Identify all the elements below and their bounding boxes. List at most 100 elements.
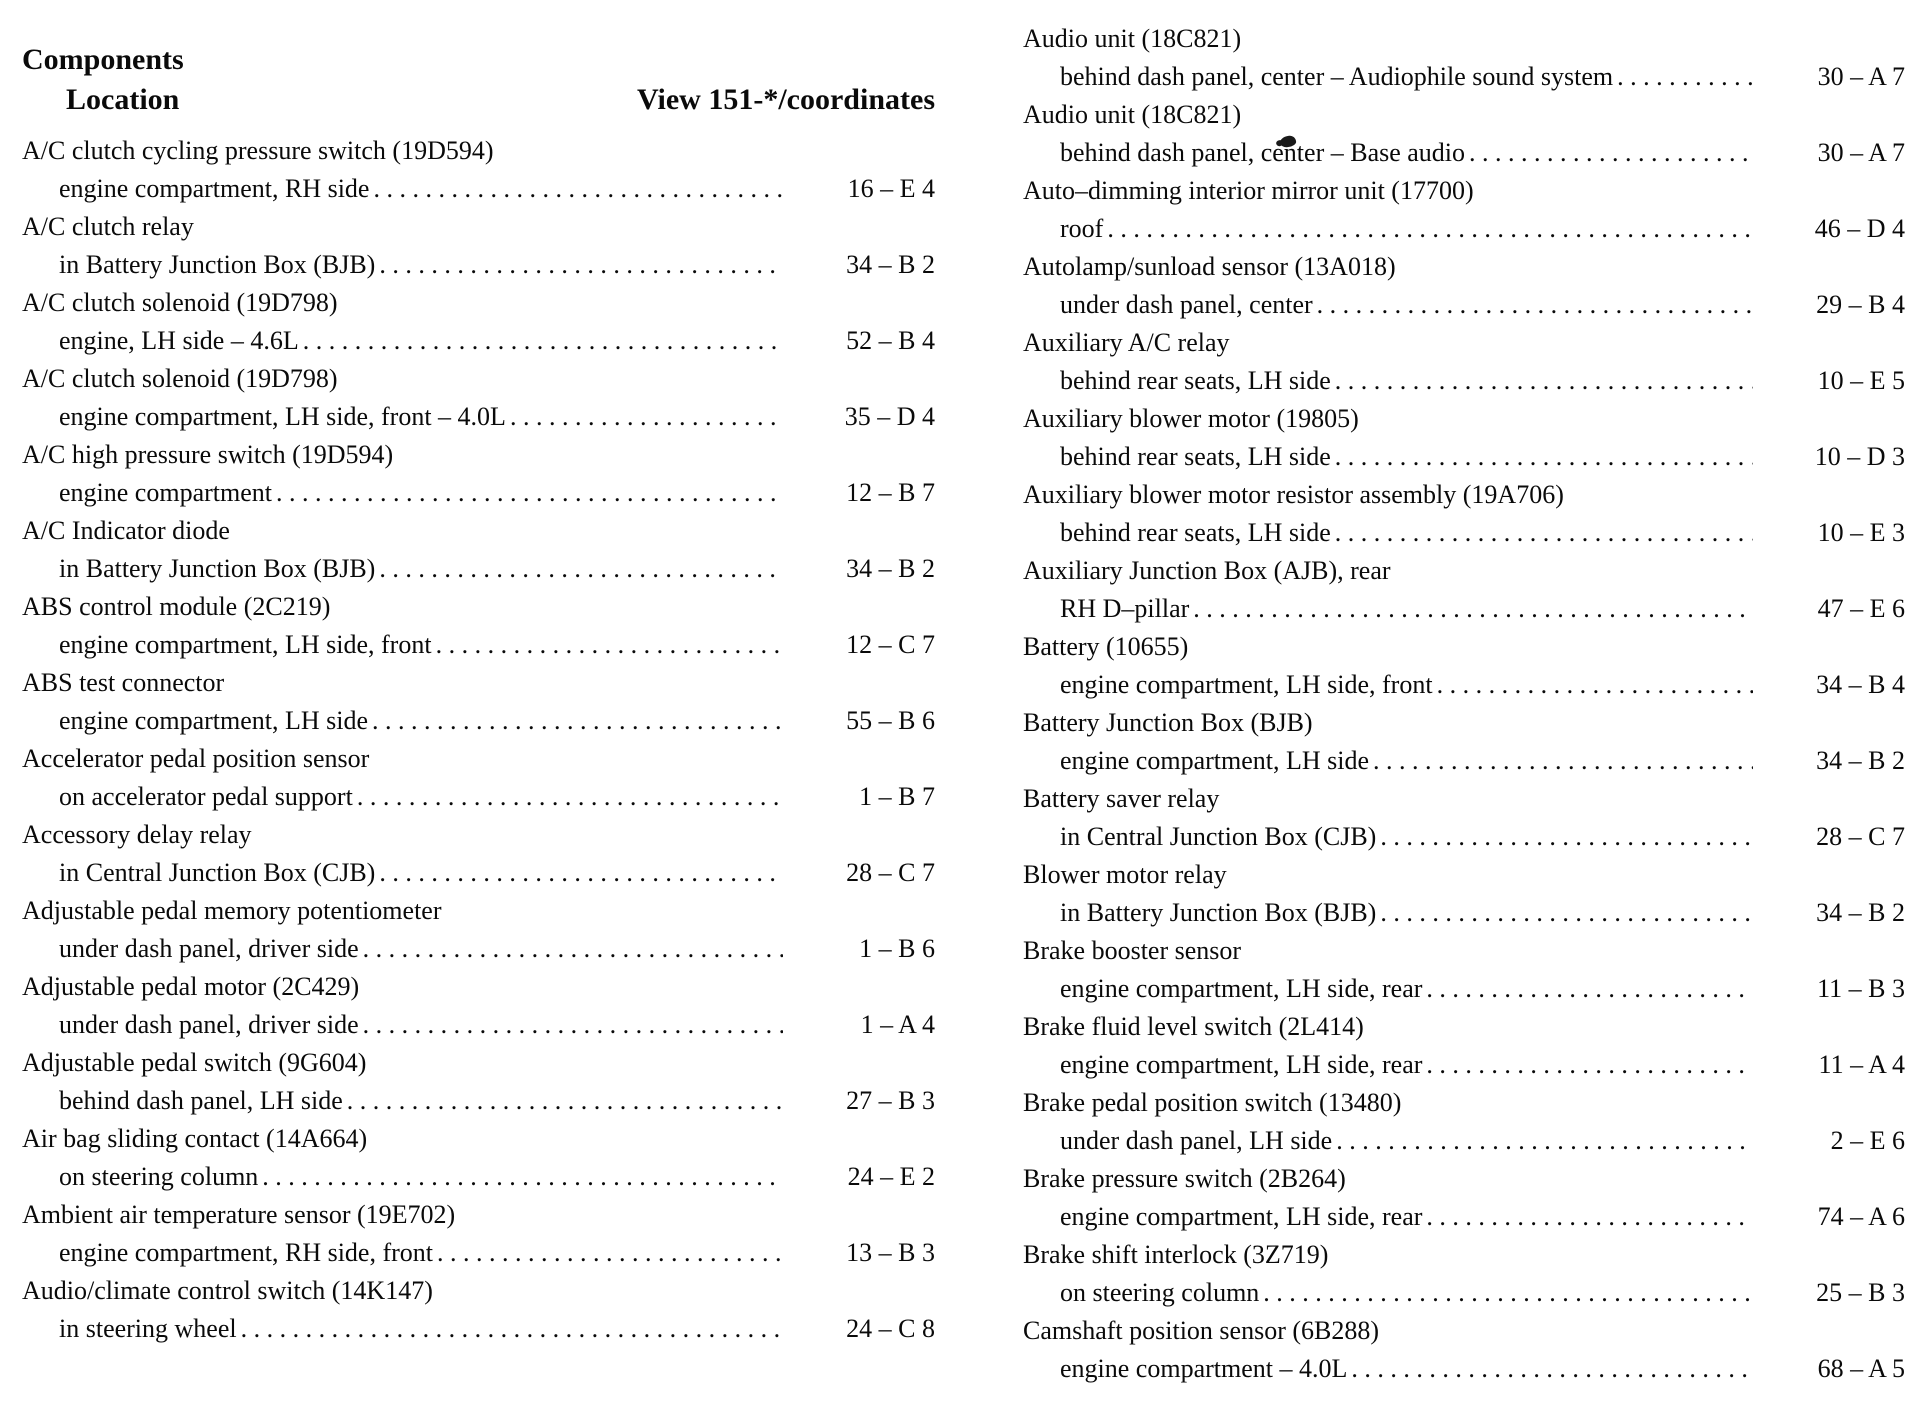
component-name: Adjustable pedal switch (9G604) <box>22 1048 367 1077</box>
component-coordinate: 46 – D 4 <box>1814 214 1905 243</box>
component-name: Auxiliary Junction Box (AJB), rear <box>1023 556 1391 585</box>
component-name: Brake pressure switch (2B264) <box>1023 1164 1346 1193</box>
component-location: engine compartment, LH side <box>1060 746 1370 775</box>
dot-leader <box>1380 894 1753 932</box>
left-entries-list: A/C clutch cycling pressure switch (19D5… <box>22 132 935 1348</box>
component-entry: ABS control module (2C219) engine compar… <box>22 588 935 664</box>
component-location-row: roof 46 – D 4 <box>1023 210 1905 248</box>
dot-leader <box>379 550 783 588</box>
column-headings-row: Location View 151-*/coordinates <box>22 80 935 120</box>
component-entry: Audio unit (18C821) behind dash panel, c… <box>1023 96 1905 172</box>
component-entry: Audio/climate control switch (14K147) in… <box>22 1272 935 1348</box>
component-location: engine compartment, LH side <box>59 706 369 735</box>
dot-leader <box>303 322 783 360</box>
component-coordinate: 68 – A 5 <box>1817 1354 1905 1383</box>
dot-leader <box>276 474 783 512</box>
component-entry: Autolamp/sunload sensor (13A018) under d… <box>1023 248 1905 324</box>
component-name: Adjustable pedal memory potentiometer <box>22 896 442 925</box>
component-location: in Battery Junction Box (BJB) <box>59 250 376 279</box>
component-entry: Brake pedal position switch (13480) unde… <box>1023 1084 1905 1160</box>
component-entry: Battery (10655) engine compartment, LH s… <box>1023 628 1905 704</box>
component-name: A/C clutch relay <box>22 212 194 241</box>
component-location-row: engine compartment, LH side, rear 74 – A… <box>1023 1198 1905 1236</box>
component-coordinate: 34 – B 2 <box>846 250 935 279</box>
component-location-row: engine compartment 12 – B 7 <box>22 474 935 512</box>
component-coordinate: 55 – B 6 <box>846 706 935 735</box>
component-name: Blower motor relay <box>1023 860 1227 889</box>
component-location: in Battery Junction Box (BJB) <box>59 554 376 583</box>
dot-leader <box>379 854 783 892</box>
component-coordinate: 27 – B 3 <box>846 1086 935 1115</box>
component-entry: A/C clutch solenoid (19D798) engine, LH … <box>22 284 935 360</box>
component-location: engine compartment, LH side, front <box>59 630 432 659</box>
component-name: Ambient air temperature sensor (19E702) <box>22 1200 456 1229</box>
dot-leader <box>1469 134 1753 172</box>
component-coordinate: 25 – B 3 <box>1816 1278 1905 1307</box>
component-entry: Auxiliary blower motor resistor assembly… <box>1023 476 1905 552</box>
dot-leader <box>1335 514 1753 552</box>
dot-leader <box>1617 58 1753 96</box>
component-name: Auxiliary A/C relay <box>1023 328 1230 357</box>
component-coordinate: 34 – B 2 <box>1816 746 1905 775</box>
component-location-row: under dash panel, LH side 2 – E 6 <box>1023 1122 1905 1160</box>
dot-leader <box>363 1006 783 1044</box>
dot-leader <box>1317 286 1753 324</box>
component-location: engine compartment, LH side, front <box>1060 670 1433 699</box>
component-location: engine compartment, RH side, front <box>59 1238 434 1267</box>
component-coordinate: 1 – B 6 <box>859 934 935 963</box>
component-name: Audio unit (18C821) <box>1023 100 1242 129</box>
dot-leader <box>1336 1122 1753 1160</box>
component-location: behind dash panel, center – Audiophile s… <box>1060 62 1614 91</box>
component-entry: A/C clutch solenoid (19D798) engine comp… <box>22 360 935 436</box>
dot-leader <box>1426 970 1753 1008</box>
component-entry: Accessory delay relay in Central Junctio… <box>22 816 935 892</box>
component-name: Autolamp/sunload sensor (13A018) <box>1023 252 1396 281</box>
component-location-row: RH D–pillar 47 – E 6 <box>1023 590 1905 628</box>
component-name: Air bag sliding contact (14A664) <box>22 1124 368 1153</box>
component-coordinate: 12 – C 7 <box>846 630 935 659</box>
component-coordinate: 47 – E 6 <box>1817 594 1905 623</box>
dot-leader <box>1107 210 1753 248</box>
component-entry: ABS test connector engine compartment, L… <box>22 664 935 740</box>
component-coordinate: 10 – E 5 <box>1817 366 1905 395</box>
component-coordinate: 11 – B 3 <box>1817 974 1905 1003</box>
component-location: engine compartment, LH side, front – 4.0… <box>59 402 506 431</box>
component-name: Brake pedal position switch (13480) <box>1023 1088 1402 1117</box>
component-coordinate: 1 – B 7 <box>859 782 935 811</box>
component-location: RH D–pillar <box>1060 594 1190 623</box>
component-location: engine compartment, LH side, rear <box>1060 1050 1423 1079</box>
component-location-row: in Central Junction Box (CJB) 28 – C 7 <box>22 854 935 892</box>
component-location-row: engine, LH side – 4.6L 52 – B 4 <box>22 322 935 360</box>
component-location: engine, LH side – 4.6L <box>59 326 299 355</box>
component-location-row: behind dash panel, LH side 27 – B 3 <box>22 1082 935 1120</box>
component-coordinate: 34 – B 4 <box>1816 670 1905 699</box>
component-entry: Battery saver relay in Central Junction … <box>1023 780 1905 856</box>
component-location-row: on accelerator pedal support 1 – B 7 <box>22 778 935 816</box>
component-entry: Adjustable pedal switch (9G604) behind d… <box>22 1044 935 1120</box>
component-location-row: behind rear seats, LH side 10 – D 3 <box>1023 438 1905 476</box>
dot-leader <box>357 778 783 816</box>
component-entry: Ambient air temperature sensor (19E702) … <box>22 1196 935 1272</box>
component-coordinate: 24 – E 2 <box>847 1162 935 1191</box>
component-location-row: in Battery Junction Box (BJB) 34 – B 2 <box>22 550 935 588</box>
component-location: in Central Junction Box (CJB) <box>59 858 376 887</box>
dot-leader <box>1426 1198 1753 1236</box>
component-name: Auxiliary blower motor resistor assembly… <box>1023 480 1564 509</box>
component-coordinate: 74 – A 6 <box>1817 1202 1905 1231</box>
component-name: A/C clutch solenoid (19D798) <box>22 288 338 317</box>
component-location-row: in Battery Junction Box (BJB) 34 – B 2 <box>1023 894 1905 932</box>
component-location-row: engine compartment, LH side, rear 11 – A… <box>1023 1046 1905 1084</box>
dot-leader <box>241 1310 783 1348</box>
component-location: under dash panel, center <box>1060 290 1313 319</box>
component-name: Brake booster sensor <box>1023 936 1242 965</box>
component-entry: Adjustable pedal motor (2C429) under das… <box>22 968 935 1044</box>
component-location: behind rear seats, LH side <box>1060 366 1331 395</box>
dot-leader <box>1335 362 1753 400</box>
component-coordinate: 30 – A 7 <box>1817 138 1905 167</box>
component-name: Brake shift interlock (3Z719) <box>1023 1240 1329 1269</box>
component-location: behind rear seats, LH side <box>1060 442 1331 471</box>
component-name: Battery saver relay <box>1023 784 1220 813</box>
dot-leader <box>373 170 783 208</box>
component-location: engine compartment <box>59 478 272 507</box>
